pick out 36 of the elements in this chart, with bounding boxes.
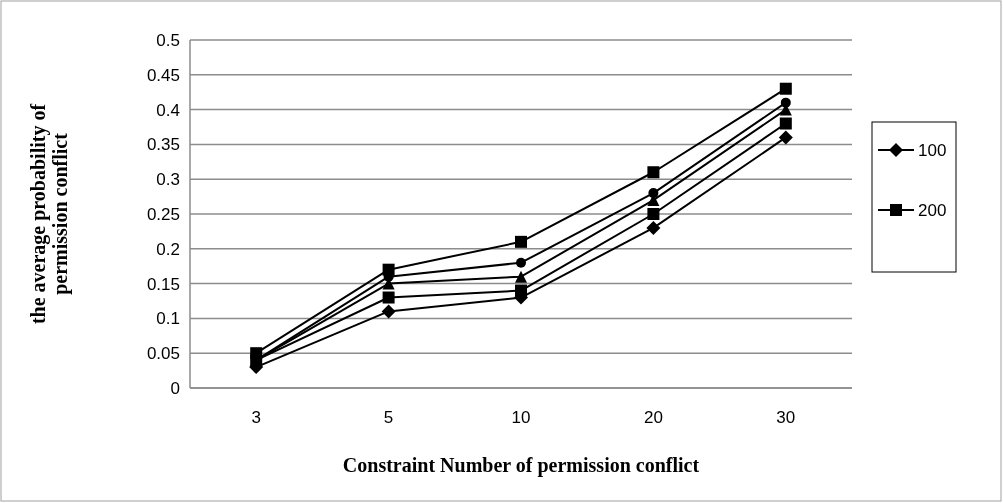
point (779, 82, 792, 95)
y-axis-title: the average probability of permission conflict (27, 103, 72, 325)
legend-label: 200 (918, 200, 947, 220)
point (779, 117, 792, 130)
point (780, 97, 791, 108)
x-tick-label: 5 (383, 408, 394, 427)
point (381, 304, 396, 319)
point (382, 291, 395, 304)
x-tick-label: 30 (776, 408, 796, 427)
y-tick-label: 0.25 (146, 204, 180, 224)
point (647, 208, 660, 220)
point (515, 270, 527, 283)
y-tick-label: 0.5 (156, 30, 180, 50)
point (250, 347, 263, 360)
y-tick-label: 0.45 (146, 65, 180, 85)
point (515, 284, 527, 297)
x-tick-label: 10 (511, 408, 531, 427)
y-tick-label: 0.05 (146, 344, 180, 364)
point (516, 257, 526, 268)
point (648, 188, 659, 199)
y-tick-label: 0.4 (156, 100, 180, 120)
y-tick-label: 0.1 (156, 309, 180, 329)
x-tick-label: 3 (251, 408, 261, 427)
y-tick-label: 0 (170, 378, 180, 398)
y-tick-label: 0.3 (156, 170, 180, 190)
y-tick-label: 0.35 (146, 135, 180, 155)
legend-label: 100 (918, 140, 947, 160)
point (382, 263, 395, 276)
y-tick-label: 0.2 (156, 239, 180, 259)
point (778, 130, 793, 145)
x-tick-label: 20 (643, 408, 663, 427)
point (647, 166, 660, 179)
y-tick-label: 0.15 (146, 274, 180, 294)
point (515, 235, 527, 248)
point (646, 220, 661, 235)
x-axis-title: Constraint Number of permission conflict (342, 454, 700, 477)
